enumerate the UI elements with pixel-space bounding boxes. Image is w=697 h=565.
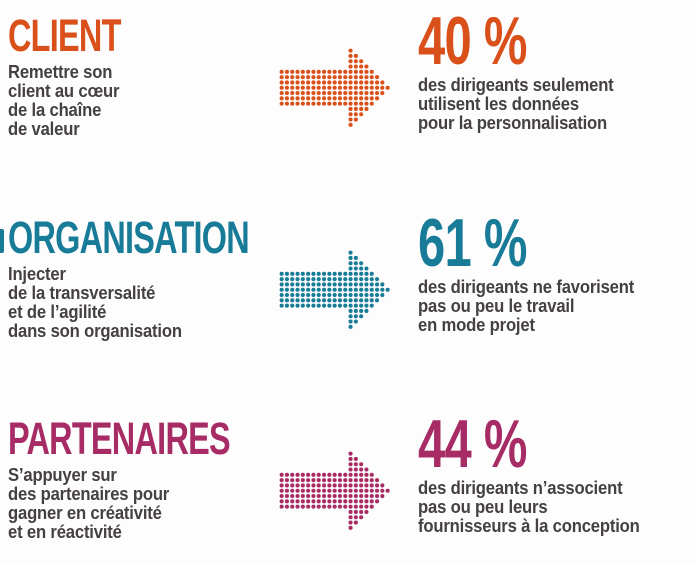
dotted-right-arrow-icon — [279, 250, 391, 330]
section-client-text: CLIENT Remettre son client au cœur de la c… — [8, 12, 278, 138]
section-title: CLIENT — [8, 10, 121, 61]
section-description: S’appuyer sur des partenaires pour gagner … — [8, 464, 170, 542]
section-organisation-text: ORGANISATION Injecter de la transversalit… — [8, 214, 278, 340]
stat-value: 61 % — [418, 205, 527, 281]
section-partenaires-stat: 44 % des dirigeants n’associent pas ou pe… — [418, 410, 697, 535]
section-client: CLIENT Remettre son client au cœur de la c… — [0, 7, 697, 192]
section-title: ORGANISATION — [8, 212, 250, 263]
dotted-right-arrow-icon — [279, 48, 391, 128]
section-title: PARTENAIRES — [8, 413, 231, 464]
section-description: Injecter de la transversalité et de l’agil… — [8, 263, 182, 341]
section-organisation: ORGANISATION Injecter de la transversalit… — [0, 209, 697, 394]
section-client-stat: 40 % des dirigeants seulement utilisent l… — [418, 7, 697, 132]
cropped-glyph-fragment — [0, 229, 4, 253]
dotted-right-arrow-icon — [279, 451, 391, 531]
stat-value: 40 % — [418, 3, 527, 79]
stat-value: 44 % — [418, 406, 527, 482]
stat-description: des dirigeants ne favorisent pas ou peu l… — [418, 276, 635, 335]
section-partenaires: PARTENAIRES S’appuyer sur des partenaires… — [0, 410, 697, 565]
stat-description: des dirigeants seulement utilisent les do… — [418, 74, 614, 133]
stat-description: des dirigeants n’associent pas ou peu leu… — [418, 477, 640, 536]
section-description: Remettre son client au cœur de la chaîne de… — [8, 61, 120, 139]
section-organisation-stat: 61 % des dirigeants ne favorisent pas ou … — [418, 209, 697, 334]
section-partenaires-text: PARTENAIRES S’appuyer sur des partenaires… — [8, 415, 278, 541]
